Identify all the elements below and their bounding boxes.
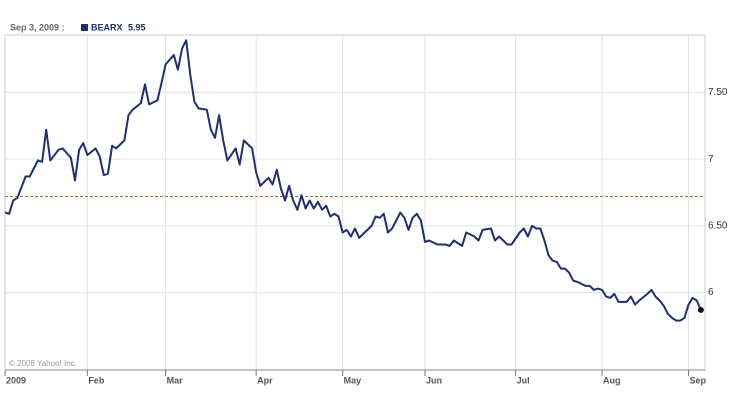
copyright: © 2008 Yahoo! Inc. xyxy=(9,359,77,368)
x-tick-label: Sep xyxy=(690,375,707,385)
legend-name: BEARX xyxy=(91,22,123,32)
header-date: Sep 3, 2009 : xyxy=(10,22,65,32)
x-tick-label: May xyxy=(344,375,362,385)
legend-value: 5.95 xyxy=(128,22,146,32)
plot-frame xyxy=(4,34,706,371)
y-tick-label: 6.50 xyxy=(708,220,728,231)
x-tick-label: Apr xyxy=(257,375,273,385)
price-line xyxy=(4,39,702,322)
last-point xyxy=(697,306,704,313)
x-tick-label: Jun xyxy=(426,375,442,385)
x-tick-label: 2009 xyxy=(6,375,26,385)
x-tick-label: Feb xyxy=(88,375,105,385)
x-tick-label: Jul xyxy=(517,375,530,385)
y-tick-label: 7 xyxy=(708,154,714,165)
legend-swatch xyxy=(81,24,88,31)
y-tick-label: 6 xyxy=(708,287,714,298)
y-tick-label: 7.50 xyxy=(708,87,728,98)
x-tick-label: Mar xyxy=(167,375,184,385)
x-tick-label: Aug xyxy=(603,375,621,385)
